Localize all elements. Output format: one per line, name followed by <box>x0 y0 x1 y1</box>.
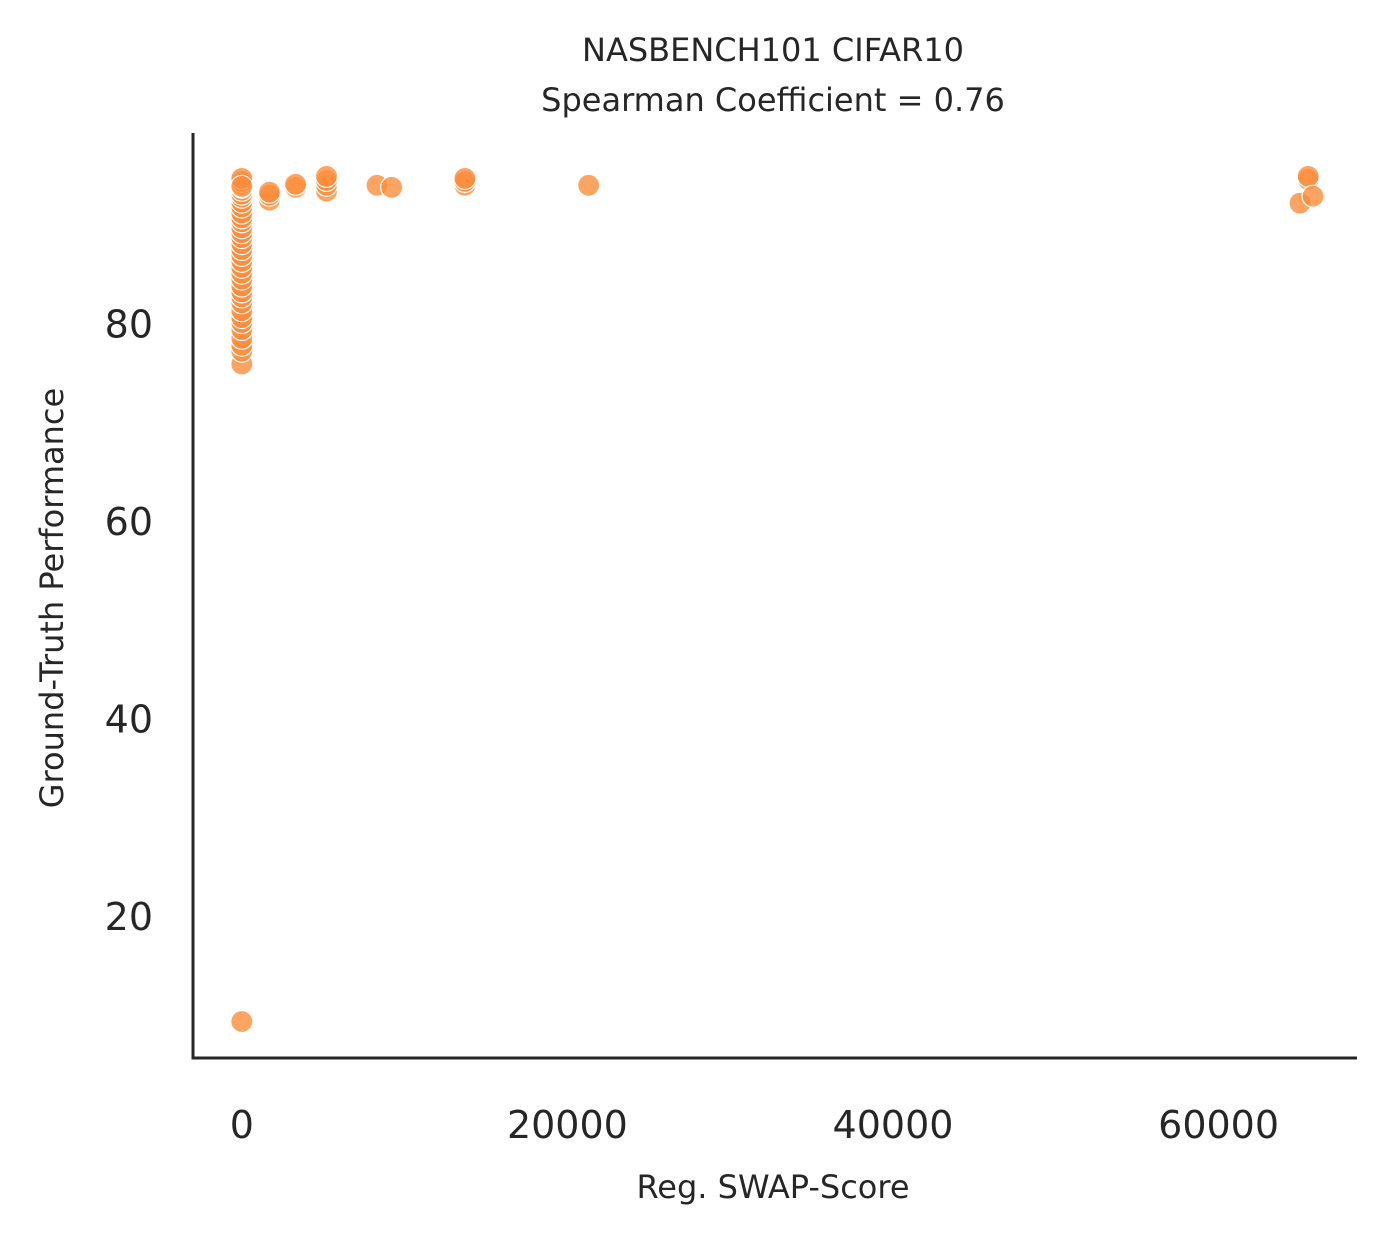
x-tick-label: 0 <box>230 1103 254 1147</box>
data-point <box>230 174 254 198</box>
y-axis-label: Ground-Truth Performance <box>33 388 71 808</box>
data-point <box>380 175 404 199</box>
y-tick-label: 60 <box>105 500 153 544</box>
data-point <box>230 1009 254 1034</box>
data-point <box>284 172 308 196</box>
data-point <box>1296 164 1320 188</box>
y-tick-label: 80 <box>105 303 153 347</box>
x-tick-label: 20000 <box>507 1103 628 1147</box>
data-point <box>453 166 477 190</box>
data-point <box>257 180 282 204</box>
y-tick-labels: 20 40 60 80 <box>105 303 153 939</box>
y-tick-label: 20 <box>105 895 153 939</box>
chart-subtitle: Spearman Coefficient = 0.76 <box>541 81 1005 119</box>
data-point <box>314 164 339 188</box>
y-tick-label: 40 <box>105 697 153 741</box>
x-tick-labels: 0 20000 40000 60000 <box>230 1103 1279 1147</box>
data-points <box>230 164 1325 1034</box>
data-point <box>1301 184 1325 208</box>
chart-title: NASBENCH101 CIFAR10 <box>582 31 964 69</box>
x-tick-label: 60000 <box>1158 1103 1279 1147</box>
data-point <box>576 173 601 197</box>
x-axis-label: Reg. SWAP-Score <box>637 1168 910 1206</box>
x-tick-label: 40000 <box>833 1103 954 1147</box>
